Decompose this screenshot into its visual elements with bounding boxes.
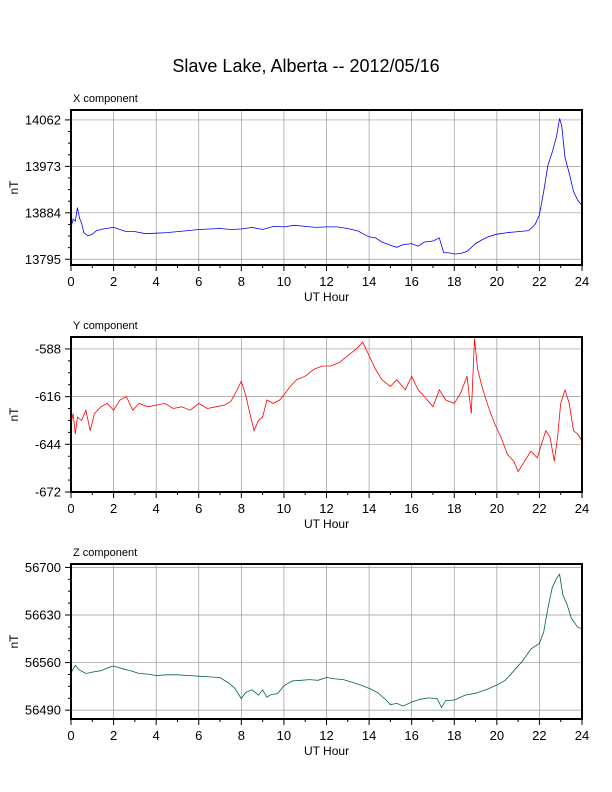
x-tick-label: 22 (532, 274, 546, 289)
x-tick-label: 4 (153, 274, 160, 289)
x-tick-label: 18 (447, 501, 461, 516)
y-tick-label: 13795 (25, 252, 61, 267)
x-tick-label: 8 (238, 501, 245, 516)
x-tick-label: 10 (277, 501, 291, 516)
x-tick-label: 24 (575, 501, 589, 516)
x-tick-label: 14 (362, 728, 376, 743)
x-tick-label: 4 (153, 728, 160, 743)
x-tick-label: 24 (575, 274, 589, 289)
panel-title: X component (73, 93, 138, 105)
x-axis-label: UT Hour (304, 290, 349, 304)
x-tick-label: 2 (110, 274, 117, 289)
x-tick-label: 16 (404, 728, 418, 743)
x-tick-label: 24 (575, 728, 589, 743)
y-axis-label: nT (7, 407, 21, 422)
x-tick-label: 18 (447, 728, 461, 743)
x-tick-label: 0 (67, 728, 74, 743)
x-tick-label: 0 (67, 501, 74, 516)
x-tick-label: 0 (67, 274, 74, 289)
x-tick-label: 2 (110, 728, 117, 743)
series-line-z (70, 573, 583, 709)
x-tick-label: 2 (110, 501, 117, 516)
x-tick-label: 16 (404, 501, 418, 516)
x-tick-label: 12 (319, 728, 333, 743)
y-tick-label: 56630 (25, 607, 61, 622)
x-tick-label: 12 (319, 501, 333, 516)
y-tick-label: 14062 (25, 112, 61, 127)
y-tick-label: -616 (35, 389, 61, 404)
x-tick-label: 6 (195, 501, 202, 516)
y-tick-label: 56560 (25, 655, 61, 670)
x-tick-label: 6 (195, 274, 202, 289)
x-tick-label: 10 (277, 274, 291, 289)
y-axis-label: nT (7, 180, 21, 195)
y-tick-label: -588 (35, 341, 61, 356)
x-tick-label: 14 (362, 501, 376, 516)
series-line-y (70, 338, 583, 473)
x-tick-label: 4 (153, 501, 160, 516)
x-tick-label: 18 (447, 274, 461, 289)
x-tick-label: 20 (490, 274, 504, 289)
y-tick-label: -644 (35, 437, 61, 452)
x-tick-label: 8 (238, 728, 245, 743)
x-tick-label: 12 (319, 274, 333, 289)
series-line-x (70, 118, 583, 255)
x-tick-label: 8 (238, 274, 245, 289)
x-tick-label: 10 (277, 728, 291, 743)
x-tick-label: 20 (490, 501, 504, 516)
y-tick-label: 13884 (25, 205, 61, 220)
panel-title: Z component (73, 547, 137, 559)
y-tick-label: -672 (35, 485, 61, 500)
page-title: Slave Lake, Alberta -- 2012/05/16 (172, 56, 440, 76)
x-tick-label: 22 (532, 501, 546, 516)
x-tick-label: 22 (532, 728, 546, 743)
y-tick-label: 56490 (25, 703, 61, 718)
y-axis-label: nT (7, 634, 21, 649)
panel-title: Y component (73, 320, 138, 332)
x-axis-label: UT Hour (304, 744, 349, 758)
y-tick-label: 13973 (25, 159, 61, 174)
x-tick-label: 6 (195, 728, 202, 743)
x-tick-label: 16 (404, 274, 418, 289)
x-axis-label: UT Hour (304, 517, 349, 531)
x-tick-label: 20 (490, 728, 504, 743)
x-tick-label: 14 (362, 274, 376, 289)
y-tick-label: 56700 (25, 560, 61, 575)
